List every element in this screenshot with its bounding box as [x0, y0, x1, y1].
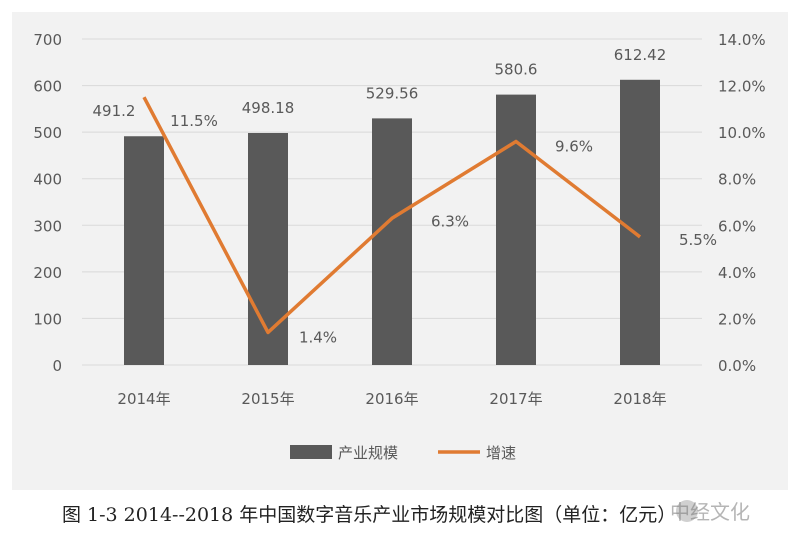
- line-data-label: 9.6%: [555, 137, 593, 155]
- bar: [372, 118, 412, 365]
- right-axis-tick-label: 6.0%: [718, 217, 756, 235]
- x-axis-tick-label: 2017年: [489, 390, 542, 408]
- right-axis-tick-label: 0.0%: [718, 357, 756, 375]
- x-axis-tick-label: 2018年: [613, 390, 666, 408]
- right-axis-tick-label: 14.0%: [718, 31, 766, 49]
- legend-label: 产业规模: [338, 444, 398, 462]
- line-data-label: 1.4%: [299, 328, 337, 346]
- growth-rate-line: [142, 96, 642, 335]
- right-axis-tick-label: 2.0%: [718, 310, 756, 328]
- legend-label: 增速: [486, 444, 516, 462]
- left-axis-tick-label: 700: [33, 31, 62, 49]
- bar-data-label: 529.56: [366, 84, 419, 102]
- legend-bar-swatch: [290, 445, 332, 459]
- right-axis-tick-label: 8.0%: [718, 171, 756, 189]
- figure-caption: 图 1-3 2014--2018 年中国数字音乐产业市场规模对比图（单位：亿元）: [62, 504, 677, 526]
- bar-data-label: 580.6: [495, 61, 538, 79]
- right-axis-tick-label: 12.0%: [718, 78, 766, 96]
- bar: [248, 132, 288, 365]
- left-axis-tick-label: 300: [33, 217, 62, 235]
- x-axis-tick-label: 2014年: [117, 390, 170, 408]
- left-axis-tick-label: 600: [33, 78, 62, 96]
- right-axis-tick-label: 10.0%: [718, 124, 766, 142]
- bar-data-label: 491.2: [93, 102, 136, 120]
- bar-data-label: 612.42: [614, 46, 667, 64]
- bar: [496, 94, 536, 365]
- x-axis-tick-label: 2015年: [241, 390, 294, 408]
- bar: [620, 79, 660, 365]
- bar: [124, 136, 164, 365]
- left-axis-tick-label: 100: [33, 310, 62, 328]
- bar-data-label: 498.18: [242, 99, 295, 117]
- right-axis-tick-label: 4.0%: [718, 264, 756, 282]
- watermark: 中经文化: [670, 500, 750, 524]
- line-data-label: 5.5%: [679, 231, 717, 249]
- line-data-label: 6.3%: [431, 212, 469, 230]
- line-data-label: 11.5%: [170, 112, 218, 130]
- x-axis-tick-label: 2016年: [365, 390, 418, 408]
- left-axis-tick-label: 400: [33, 171, 62, 189]
- left-axis-tick-label: 200: [33, 264, 62, 282]
- watermark-logo-icon: [676, 500, 698, 522]
- left-axis-tick-label: 0: [52, 357, 62, 375]
- left-axis-tick-label: 500: [33, 124, 62, 142]
